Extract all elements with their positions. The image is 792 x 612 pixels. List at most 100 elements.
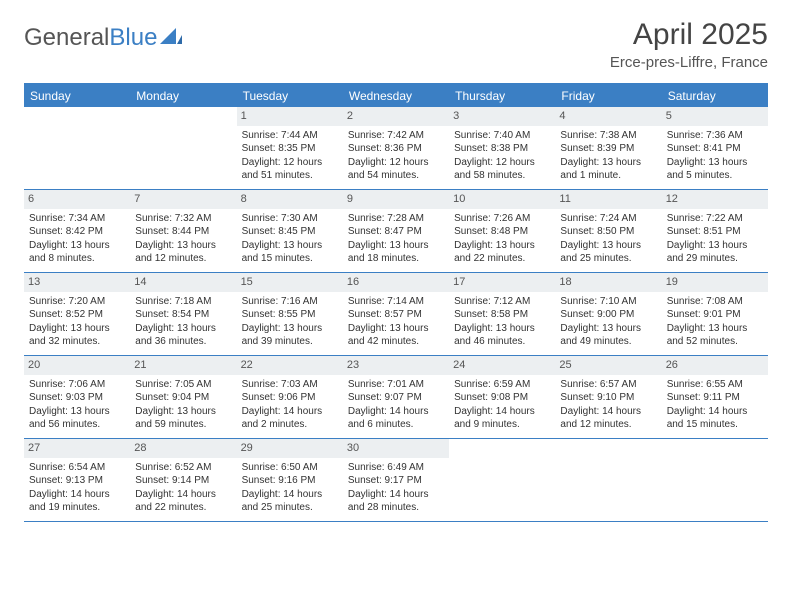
daylight-line: Daylight: 12 hours and 54 minutes. [348,156,444,183]
sunrise-line: Sunrise: 7:03 AM [242,378,338,392]
sunrise-line: Sunrise: 6:52 AM [135,461,231,475]
sunrise-line: Sunrise: 7:12 AM [454,295,550,309]
sunrise-line: Sunrise: 7:10 AM [560,295,656,309]
day-cell: 24Sunrise: 6:59 AMSunset: 9:08 PMDayligh… [449,356,555,438]
sunrise-line: Sunrise: 6:57 AM [560,378,656,392]
daylight-line: Daylight: 13 hours and 29 minutes. [667,239,763,266]
sunset-line: Sunset: 9:08 PM [454,391,550,405]
week-row: 27Sunrise: 6:54 AMSunset: 9:13 PMDayligh… [24,439,768,522]
day-cell: 20Sunrise: 7:06 AMSunset: 9:03 PMDayligh… [24,356,130,438]
sunrise-line: Sunrise: 6:50 AM [242,461,338,475]
day-number: 29 [237,439,343,458]
daylight-line: Daylight: 14 hours and 2 minutes. [242,405,338,432]
day-cell: 16Sunrise: 7:14 AMSunset: 8:57 PMDayligh… [343,273,449,355]
sunrise-line: Sunrise: 6:59 AM [454,378,550,392]
day-header-cell: Sunday [24,85,130,107]
week-row: 20Sunrise: 7:06 AMSunset: 9:03 PMDayligh… [24,356,768,439]
day-cell: 1Sunrise: 7:44 AMSunset: 8:35 PMDaylight… [237,107,343,189]
sunset-line: Sunset: 8:58 PM [454,308,550,322]
sunset-line: Sunset: 9:17 PM [348,474,444,488]
sunrise-line: Sunrise: 7:34 AM [29,212,125,226]
sunrise-line: Sunrise: 7:28 AM [348,212,444,226]
day-cell: 11Sunrise: 7:24 AMSunset: 8:50 PMDayligh… [555,190,661,272]
logo: GeneralBlue [24,24,182,52]
day-cell: 3Sunrise: 7:40 AMSunset: 8:38 PMDaylight… [449,107,555,189]
sunset-line: Sunset: 8:50 PM [560,225,656,239]
sunrise-line: Sunrise: 7:26 AM [454,212,550,226]
sunrise-line: Sunrise: 7:38 AM [560,129,656,143]
header: GeneralBlue April 2025 Erce-pres-Liffre,… [24,18,768,71]
page: GeneralBlue April 2025 Erce-pres-Liffre,… [0,0,792,540]
day-cell: 5Sunrise: 7:36 AMSunset: 8:41 PMDaylight… [662,107,768,189]
sunset-line: Sunset: 8:57 PM [348,308,444,322]
week-row: 6Sunrise: 7:34 AMSunset: 8:42 PMDaylight… [24,190,768,273]
day-number: 10 [449,190,555,209]
daylight-line: Daylight: 14 hours and 9 minutes. [454,405,550,432]
day-number: 9 [343,190,449,209]
week-row: 13Sunrise: 7:20 AMSunset: 8:52 PMDayligh… [24,273,768,356]
sunset-line: Sunset: 8:44 PM [135,225,231,239]
sunset-line: Sunset: 8:35 PM [242,142,338,156]
day-number: 27 [24,439,130,458]
day-number: 16 [343,273,449,292]
sunrise-line: Sunrise: 7:18 AM [135,295,231,309]
day-number: 15 [237,273,343,292]
sunset-line: Sunset: 9:04 PM [135,391,231,405]
daylight-line: Daylight: 14 hours and 28 minutes. [348,488,444,515]
sunrise-line: Sunrise: 7:30 AM [242,212,338,226]
logo-text-blue: Blue [109,24,157,51]
sunset-line: Sunset: 9:03 PM [29,391,125,405]
day-number: 13 [24,273,130,292]
calendar: SundayMondayTuesdayWednesdayThursdayFrid… [24,83,768,522]
day-number: 2 [343,107,449,126]
sunset-line: Sunset: 9:13 PM [29,474,125,488]
daylight-line: Daylight: 13 hours and 46 minutes. [454,322,550,349]
day-number: 4 [555,107,661,126]
day-number: 3 [449,107,555,126]
day-cell: 26Sunrise: 6:55 AMSunset: 9:11 PMDayligh… [662,356,768,438]
day-header-cell: Saturday [662,85,768,107]
sunrise-line: Sunrise: 7:16 AM [242,295,338,309]
daylight-line: Daylight: 12 hours and 58 minutes. [454,156,550,183]
sunrise-line: Sunrise: 7:40 AM [454,129,550,143]
sunset-line: Sunset: 8:47 PM [348,225,444,239]
daylight-line: Daylight: 13 hours and 52 minutes. [667,322,763,349]
daylight-line: Daylight: 13 hours and 59 minutes. [135,405,231,432]
daylight-line: Daylight: 13 hours and 36 minutes. [135,322,231,349]
daylight-line: Daylight: 13 hours and 49 minutes. [560,322,656,349]
sunset-line: Sunset: 9:00 PM [560,308,656,322]
day-header-cell: Monday [130,85,236,107]
day-number: 12 [662,190,768,209]
daylight-line: Daylight: 14 hours and 25 minutes. [242,488,338,515]
day-cell: 18Sunrise: 7:10 AMSunset: 9:00 PMDayligh… [555,273,661,355]
day-number: 30 [343,439,449,458]
week-row: 1Sunrise: 7:44 AMSunset: 8:35 PMDaylight… [24,107,768,190]
day-number: 8 [237,190,343,209]
sunset-line: Sunset: 9:16 PM [242,474,338,488]
daylight-line: Daylight: 13 hours and 32 minutes. [29,322,125,349]
day-number: 20 [24,356,130,375]
day-cell: 2Sunrise: 7:42 AMSunset: 8:36 PMDaylight… [343,107,449,189]
daylight-line: Daylight: 14 hours and 6 minutes. [348,405,444,432]
sunset-line: Sunset: 9:01 PM [667,308,763,322]
day-header-cell: Thursday [449,85,555,107]
sunset-line: Sunset: 8:48 PM [454,225,550,239]
day-cell: 22Sunrise: 7:03 AMSunset: 9:06 PMDayligh… [237,356,343,438]
day-cell: 27Sunrise: 6:54 AMSunset: 9:13 PMDayligh… [24,439,130,521]
sunrise-line: Sunrise: 7:20 AM [29,295,125,309]
sunrise-line: Sunrise: 6:55 AM [667,378,763,392]
logo-text-general: General [24,24,109,51]
day-number: 19 [662,273,768,292]
daylight-line: Daylight: 14 hours and 19 minutes. [29,488,125,515]
daylight-line: Daylight: 13 hours and 1 minute. [560,156,656,183]
day-cell: 4Sunrise: 7:38 AMSunset: 8:39 PMDaylight… [555,107,661,189]
sunrise-line: Sunrise: 7:05 AM [135,378,231,392]
day-cell: 28Sunrise: 6:52 AMSunset: 9:14 PMDayligh… [130,439,236,521]
day-number: 22 [237,356,343,375]
empty-cell [662,439,768,521]
sunset-line: Sunset: 9:14 PM [135,474,231,488]
daylight-line: Daylight: 13 hours and 22 minutes. [454,239,550,266]
sunrise-line: Sunrise: 7:42 AM [348,129,444,143]
empty-cell [555,439,661,521]
sunrise-line: Sunrise: 7:32 AM [135,212,231,226]
